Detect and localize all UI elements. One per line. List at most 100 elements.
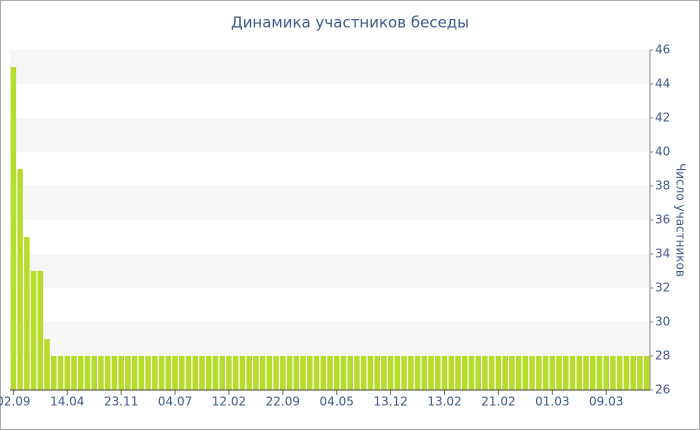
bar (125, 356, 131, 390)
bar (637, 356, 643, 390)
bar (441, 356, 448, 390)
y-tick-label: 38 (655, 179, 670, 193)
bar (509, 356, 515, 390)
y-tick-label: 42 (655, 111, 670, 125)
bar (394, 356, 401, 390)
bar (327, 356, 333, 390)
bar (253, 356, 259, 390)
y-tick-label: 30 (655, 315, 670, 329)
bar (549, 356, 556, 390)
bar (30, 271, 37, 390)
bar (643, 356, 650, 390)
bar (280, 356, 286, 390)
bar (435, 356, 441, 390)
bar (536, 356, 542, 390)
bar (44, 339, 50, 390)
bar (455, 356, 461, 390)
x-tick-label: 12.02 (212, 395, 246, 409)
bar (84, 356, 91, 390)
bar (266, 356, 273, 390)
bar (529, 356, 535, 390)
bar (91, 356, 97, 390)
bar (495, 356, 502, 390)
grid-band (10, 322, 650, 356)
bar (401, 356, 407, 390)
y-tick-label: 26 (655, 383, 670, 397)
bar (448, 356, 455, 390)
bar (273, 356, 279, 390)
bar (320, 356, 327, 390)
bar (239, 356, 246, 390)
bar (630, 356, 636, 390)
x-tick-label: 13.02 (427, 395, 461, 409)
x-tick-label: 22.09 (266, 395, 300, 409)
chart-title: Динамика участников беседы (231, 14, 469, 32)
y-axis-label: Число участников (674, 163, 688, 277)
bar (387, 356, 394, 390)
bar (77, 356, 84, 390)
bar (104, 356, 111, 390)
bar (502, 356, 508, 390)
bar (461, 356, 468, 390)
bar (488, 356, 495, 390)
bar (374, 356, 380, 390)
x-tick-label: 02.09 (0, 395, 31, 409)
bar (226, 356, 232, 390)
bar (286, 356, 293, 390)
bar (515, 356, 522, 390)
bar (51, 356, 57, 390)
grid-band (10, 50, 650, 84)
bar (111, 356, 118, 390)
bar (616, 356, 623, 390)
bar (259, 356, 266, 390)
x-tick-label: 23.11 (104, 395, 138, 409)
grid-band (10, 186, 650, 220)
bar (246, 356, 252, 390)
bar (475, 356, 481, 390)
bar (57, 356, 64, 390)
bar (118, 356, 124, 390)
bar (219, 356, 225, 390)
bar (360, 356, 367, 390)
bar (367, 356, 374, 390)
bar (205, 356, 212, 390)
bar (623, 356, 630, 390)
bar (158, 356, 165, 390)
bar (482, 356, 488, 390)
bar (347, 356, 353, 390)
bar (333, 356, 340, 390)
bar (307, 356, 313, 390)
bar (408, 356, 414, 390)
bar (192, 356, 199, 390)
x-tick-label: 09.03 (589, 395, 623, 409)
bar (381, 356, 387, 390)
bar (569, 356, 576, 390)
x-tick-label: 14.04 (50, 395, 84, 409)
y-tick-label: 36 (655, 213, 670, 227)
y-tick-label: 46 (655, 43, 670, 57)
bar (589, 356, 596, 390)
bar (37, 271, 44, 390)
bar (131, 356, 138, 390)
bar (199, 356, 205, 390)
bar (24, 237, 30, 390)
bar (152, 356, 158, 390)
bar (522, 356, 529, 390)
bar (10, 67, 17, 390)
y-tick-label: 34 (655, 247, 670, 261)
bar (596, 356, 603, 390)
bar (64, 356, 71, 390)
bar (185, 356, 192, 390)
bar (17, 169, 23, 390)
bar (610, 356, 616, 390)
y-tick-label: 28 (655, 349, 670, 363)
bar (165, 356, 172, 390)
bar (576, 356, 583, 390)
bar (603, 356, 609, 390)
bar (340, 356, 347, 390)
x-tick-label: 04.05 (320, 395, 354, 409)
bar (138, 356, 145, 390)
bar (212, 356, 219, 390)
y-tick-label: 40 (655, 145, 670, 159)
